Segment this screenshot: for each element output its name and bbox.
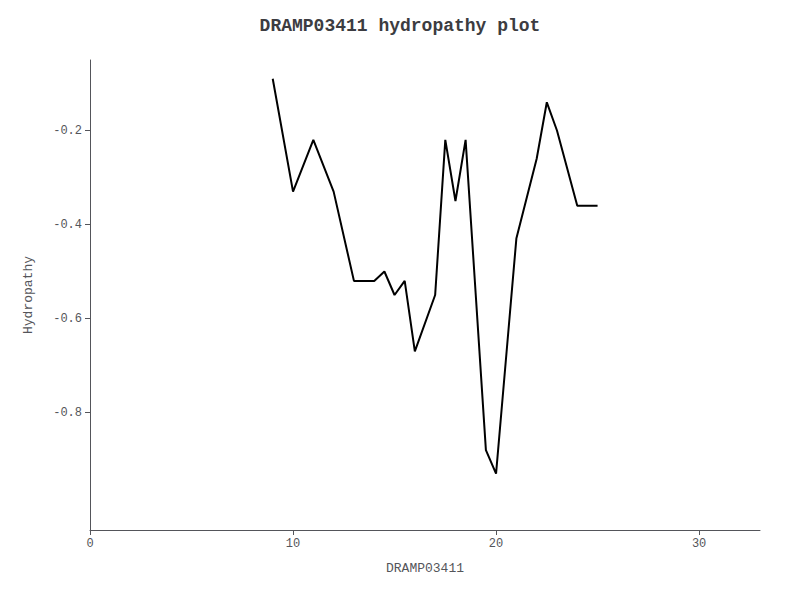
- svg-text:10: 10: [286, 537, 300, 551]
- svg-text:0: 0: [86, 537, 93, 551]
- svg-text:-0.6: -0.6: [53, 312, 82, 326]
- svg-text:DRAMP03411 hydropathy plot: DRAMP03411 hydropathy plot: [260, 16, 541, 36]
- svg-text:30: 30: [692, 537, 706, 551]
- svg-text:-0.8: -0.8: [53, 406, 82, 420]
- svg-text:Hydropathy: Hydropathy: [21, 256, 36, 334]
- svg-text:20: 20: [489, 537, 503, 551]
- svg-text:DRAMP03411: DRAMP03411: [386, 561, 464, 576]
- svg-text:-0.4: -0.4: [53, 218, 82, 232]
- svg-text:-0.2: -0.2: [53, 124, 82, 138]
